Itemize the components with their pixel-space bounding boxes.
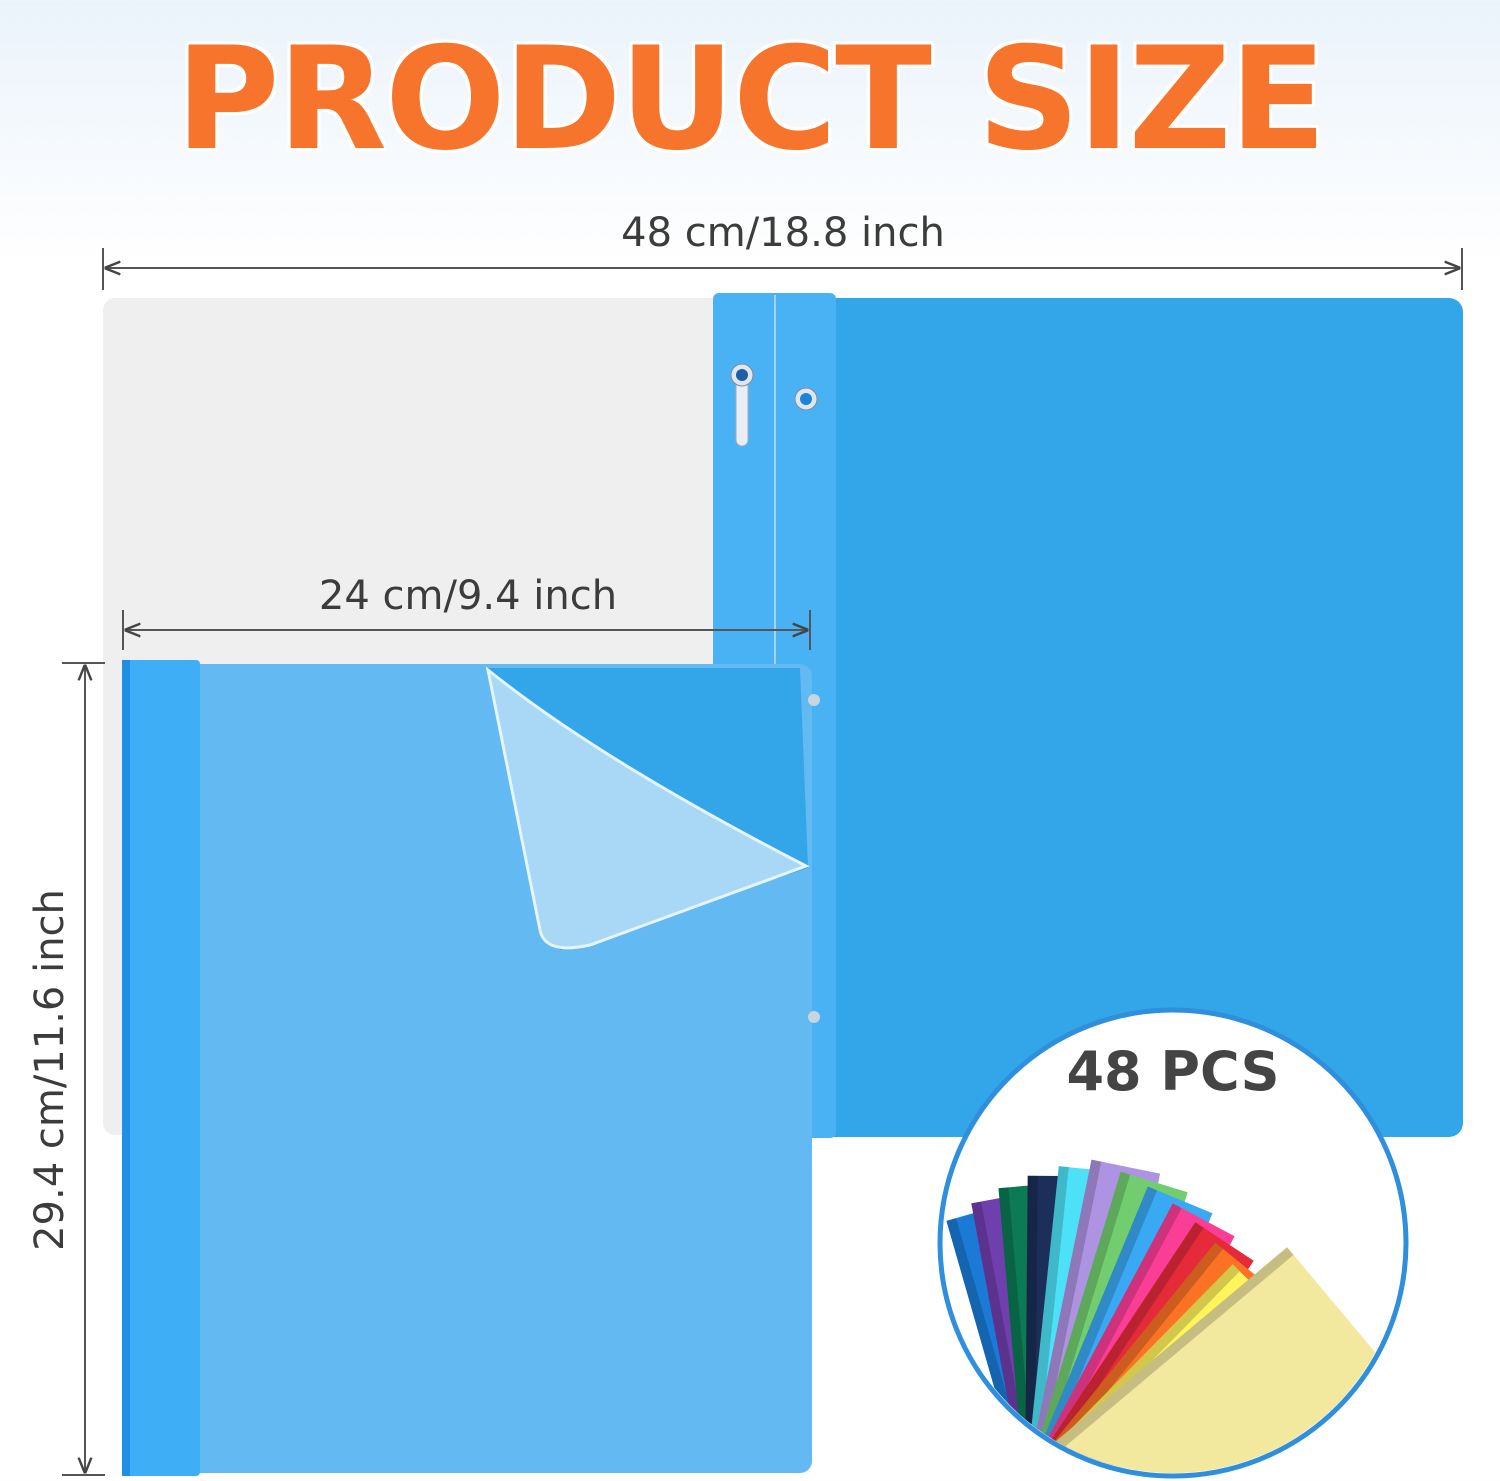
front-folder-spine [122,660,200,1476]
open-width-dimension-line [102,248,1463,290]
folder-strip-edge [1027,1222,1204,1473]
folder-strip-edge [1027,1171,1131,1473]
fastener-icon [730,363,818,447]
folder-strip-edge [998,1187,1034,1473]
folder-color-strip [1014,1247,1403,1473]
back-folder-cover [820,298,1463,1137]
height-label: 29.4 cm/11.6 inch [27,889,73,1251]
folder-strip-edge [1026,1242,1224,1473]
folder-strip-edge [1026,1166,1069,1473]
folder-strip-edge [1027,1186,1158,1473]
closed-width-label: 24 cm/9.4 inch [318,573,618,619]
folder-strip-edge [971,1201,1032,1473]
folder-strip-edge [1014,1247,1294,1473]
folder-strip-edge [1027,1159,1102,1473]
folder-strip-edge [1027,1203,1182,1473]
closed-width-dimension-line [122,610,811,650]
height-dimension-line [62,662,105,1476]
quantity-badge: 48 PCS [1066,1040,1280,1103]
clear-cover-peel [485,666,810,950]
color-fan [946,1159,1403,1473]
open-width-label: 48 cm/18.8 inch [621,210,945,256]
page-title: PRODUCT SIZE [175,17,1327,182]
